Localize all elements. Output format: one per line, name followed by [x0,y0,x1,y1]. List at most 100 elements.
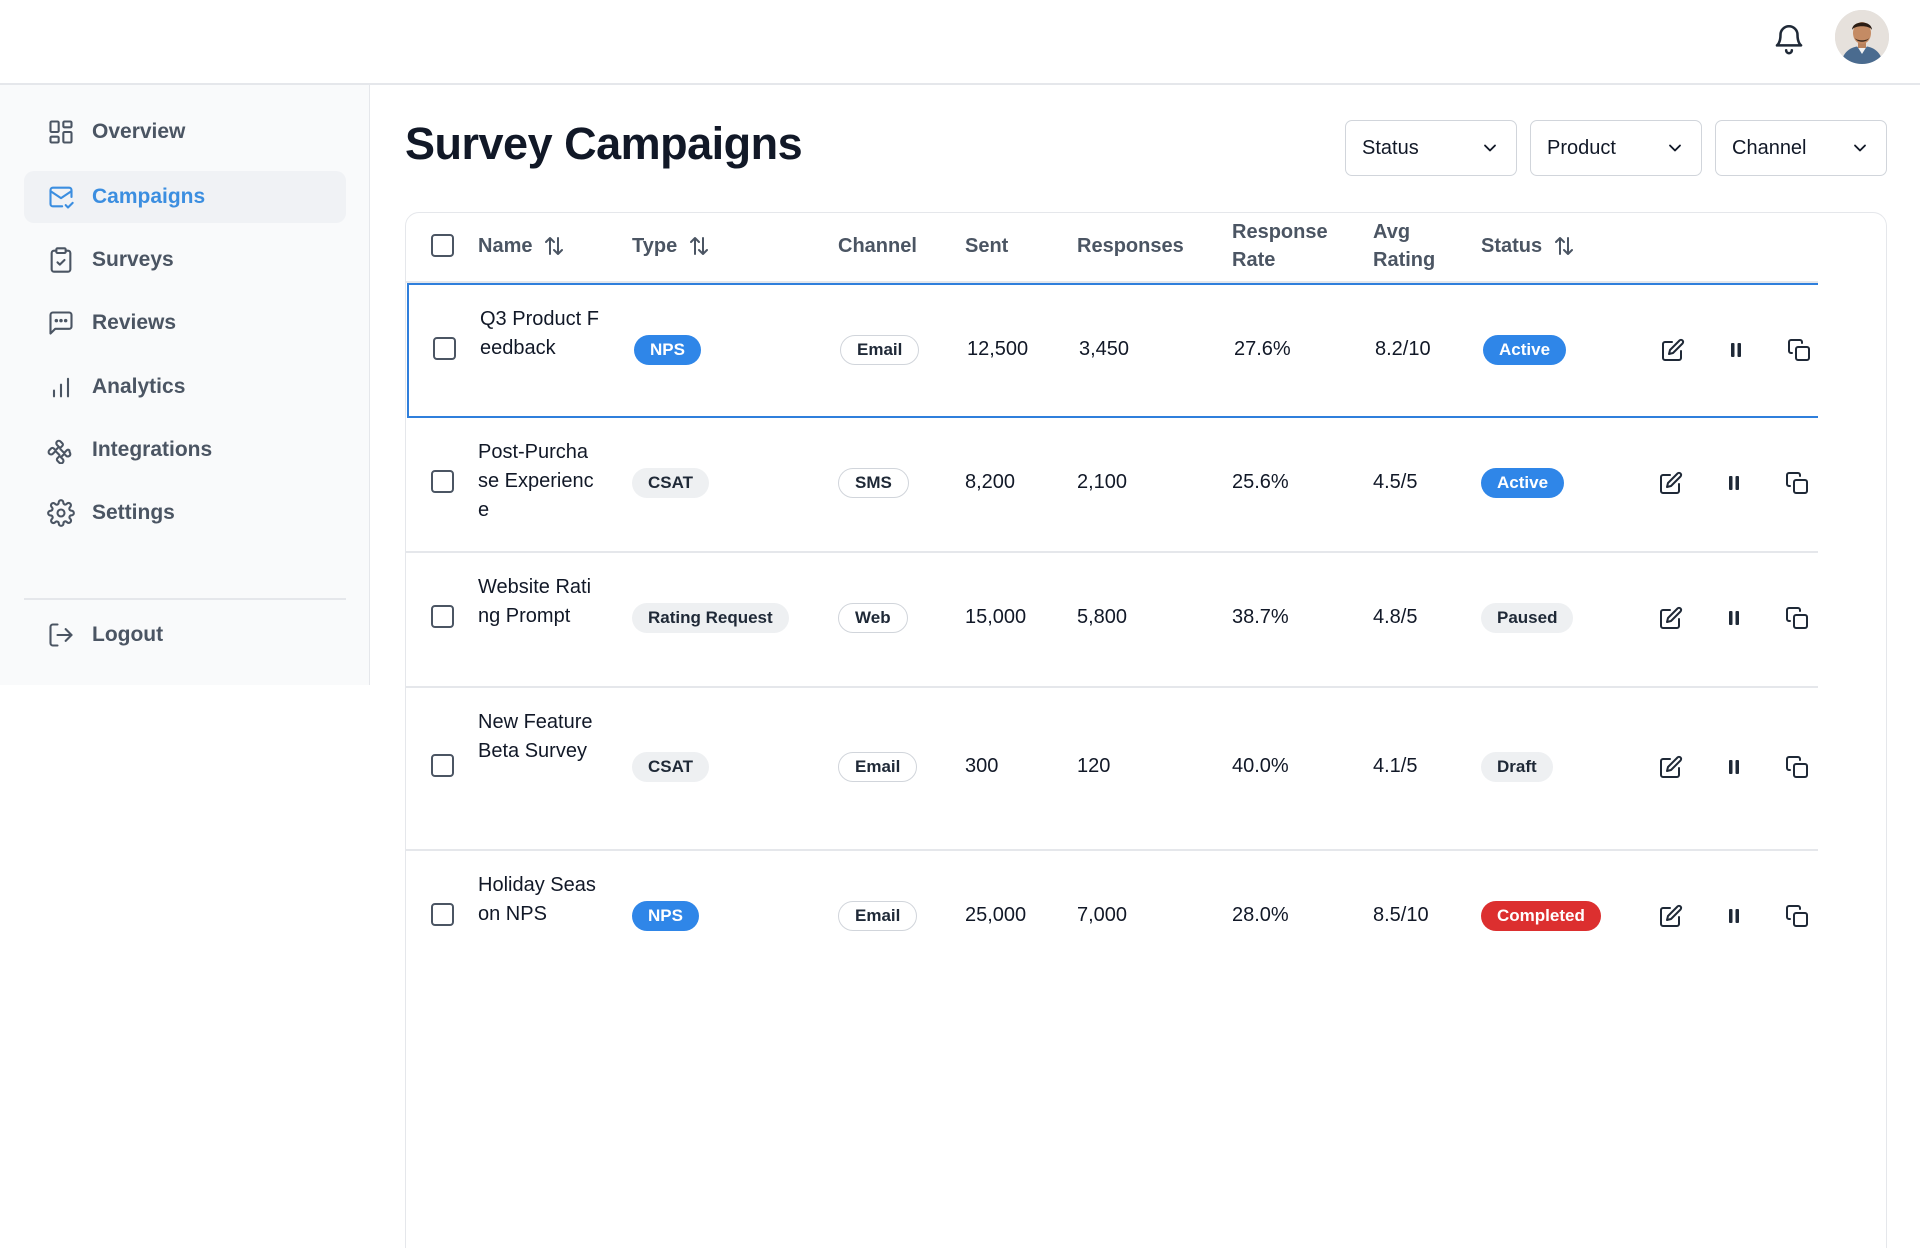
duplicate-icon[interactable] [1782,468,1812,498]
bell-icon[interactable] [1772,22,1806,56]
sent-value: 8,200 [965,471,1016,493]
row-checkbox[interactable] [431,903,454,926]
table-row[interactable]: New Feature Beta Survey CSAT Email 300 1… [406,689,1818,851]
edit-icon[interactable] [1656,901,1686,931]
sidebar-item-label: Integrations [92,438,213,461]
sent-value: 12,500 [967,338,1029,360]
column-label: Response [1232,221,1328,243]
campaign-name: Post-Purchase Experience [478,441,594,521]
duplicate-icon[interactable] [1782,603,1812,633]
sidebar-item-integrations[interactable]: Integrations [24,424,346,476]
row-checkbox[interactable] [431,754,454,777]
sidebar-item-settings[interactable]: Settings [24,487,346,539]
channel-badge: Web [838,603,908,633]
table-row[interactable]: Website Rating Prompt Rating Request Web… [406,554,1818,688]
duplicate-icon[interactable] [1782,752,1812,782]
clipboard-check-icon [46,245,76,275]
sidebar-item-overview[interactable]: Overview [24,106,346,158]
table-row[interactable]: Holiday Season NPS NPS Email 25,000 7,00… [406,852,1818,986]
status-badge: Active [1483,335,1567,365]
column-label: Name [478,235,533,257]
column-header-sent: Sent [965,235,1009,257]
campaign-name: Website Rating Prompt [478,576,592,627]
column-header-name[interactable]: Name [478,232,566,260]
edit-icon[interactable] [1656,752,1686,782]
responses-value: 3,450 [1079,338,1130,360]
filter-label: Channel [1732,136,1807,159]
type-badge: NPS [632,901,699,931]
avg-rating-value: 8.5/10 [1373,904,1429,926]
sidebar-item-campaigns[interactable]: Campaigns [24,171,346,223]
edit-icon[interactable] [1658,335,1688,365]
logout-label: Logout [92,623,164,646]
column-header-responses: Responses [1077,235,1184,257]
campaigns-table: Name Type Channel Sent Responses Respons… [405,212,1887,1248]
pause-icon[interactable] [1721,335,1751,365]
campaign-name: Q3 Product Feedback [480,308,599,359]
avatar[interactable] [1835,10,1889,64]
row-checkbox[interactable] [431,605,454,628]
column-label: Avg [1373,221,1411,243]
sidebar: Overview Campaigns Surveys Reviews Analy… [0,85,370,685]
sort-icon[interactable] [1552,234,1576,258]
sidebar-item-analytics[interactable]: Analytics [24,361,346,413]
chevron-down-icon [1484,144,1496,152]
avg-rating-value: 4.1/5 [1373,755,1418,777]
filter-label: Status [1362,136,1419,159]
avg-rating-value: 4.5/5 [1373,471,1418,493]
sidebar-item-label: Reviews [92,311,177,334]
response-rate-value: 27.6% [1234,338,1291,360]
column-header-channel: Channel [838,235,917,257]
sidebar-item-label: Surveys [92,248,174,271]
status-badge: Paused [1481,603,1574,633]
logout-icon [46,620,76,650]
edit-icon[interactable] [1656,603,1686,633]
duplicate-icon[interactable] [1784,335,1814,365]
avg-rating-value: 8.2/10 [1375,338,1431,360]
page-title: Survey Campaigns [405,118,803,169]
column-label: Status [1481,235,1543,257]
duplicate-icon[interactable] [1782,901,1812,931]
sort-icon[interactable] [542,234,566,258]
sort-icon[interactable] [687,234,711,258]
sent-value: 15,000 [965,606,1027,628]
status-filter-dropdown[interactable]: Status [1345,120,1517,176]
type-badge: Rating Request [632,603,789,633]
sidebar-item-reviews[interactable]: Reviews [24,297,346,349]
column-header-type[interactable]: Type [632,232,711,260]
sidebar-divider [24,598,346,600]
pause-icon[interactable] [1719,901,1749,931]
column-header-avg-rating: Avg Rating [1373,218,1435,274]
edit-icon[interactable] [1656,468,1686,498]
product-filter-dropdown[interactable]: Product [1530,120,1702,176]
column-header-response-rate: Response Rate [1232,218,1328,274]
pause-icon[interactable] [1719,603,1749,633]
table-header: Name Type Channel Sent Responses Respons… [406,213,1818,283]
sent-value: 25,000 [965,904,1027,926]
select-all-checkbox[interactable] [431,234,454,257]
mail-check-icon [46,182,76,212]
sent-value: 300 [965,755,999,777]
pause-icon[interactable] [1719,468,1749,498]
sidebar-item-label: Overview [92,120,186,143]
chevron-down-icon [1854,144,1866,152]
sidebar-item-surveys[interactable]: Surveys [24,234,346,286]
sidebar-item-label: Analytics [92,375,186,398]
avg-rating-value: 4.8/5 [1373,606,1418,628]
channel-filter-dropdown[interactable]: Channel [1715,120,1887,176]
logout-button[interactable]: Logout [24,609,346,661]
table-row[interactable]: Post-Purchase Experience CSAT SMS 8,200 … [406,419,1818,553]
responses-value: 120 [1077,755,1111,777]
row-checkbox[interactable] [431,470,454,493]
channel-badge: Email [838,901,918,931]
gear-icon [46,498,76,528]
responses-value: 5,800 [1077,606,1128,628]
table-row[interactable]: Q3 Product Feedback NPS Email 12,500 3,4… [407,283,1818,418]
channel-badge: Email [838,752,918,782]
pause-icon[interactable] [1719,752,1749,782]
channel-badge: Email [840,335,920,365]
type-badge: CSAT [632,752,710,782]
bar-chart-icon [46,372,76,402]
column-header-status[interactable]: Status [1481,232,1576,260]
row-checkbox[interactable] [433,337,456,360]
